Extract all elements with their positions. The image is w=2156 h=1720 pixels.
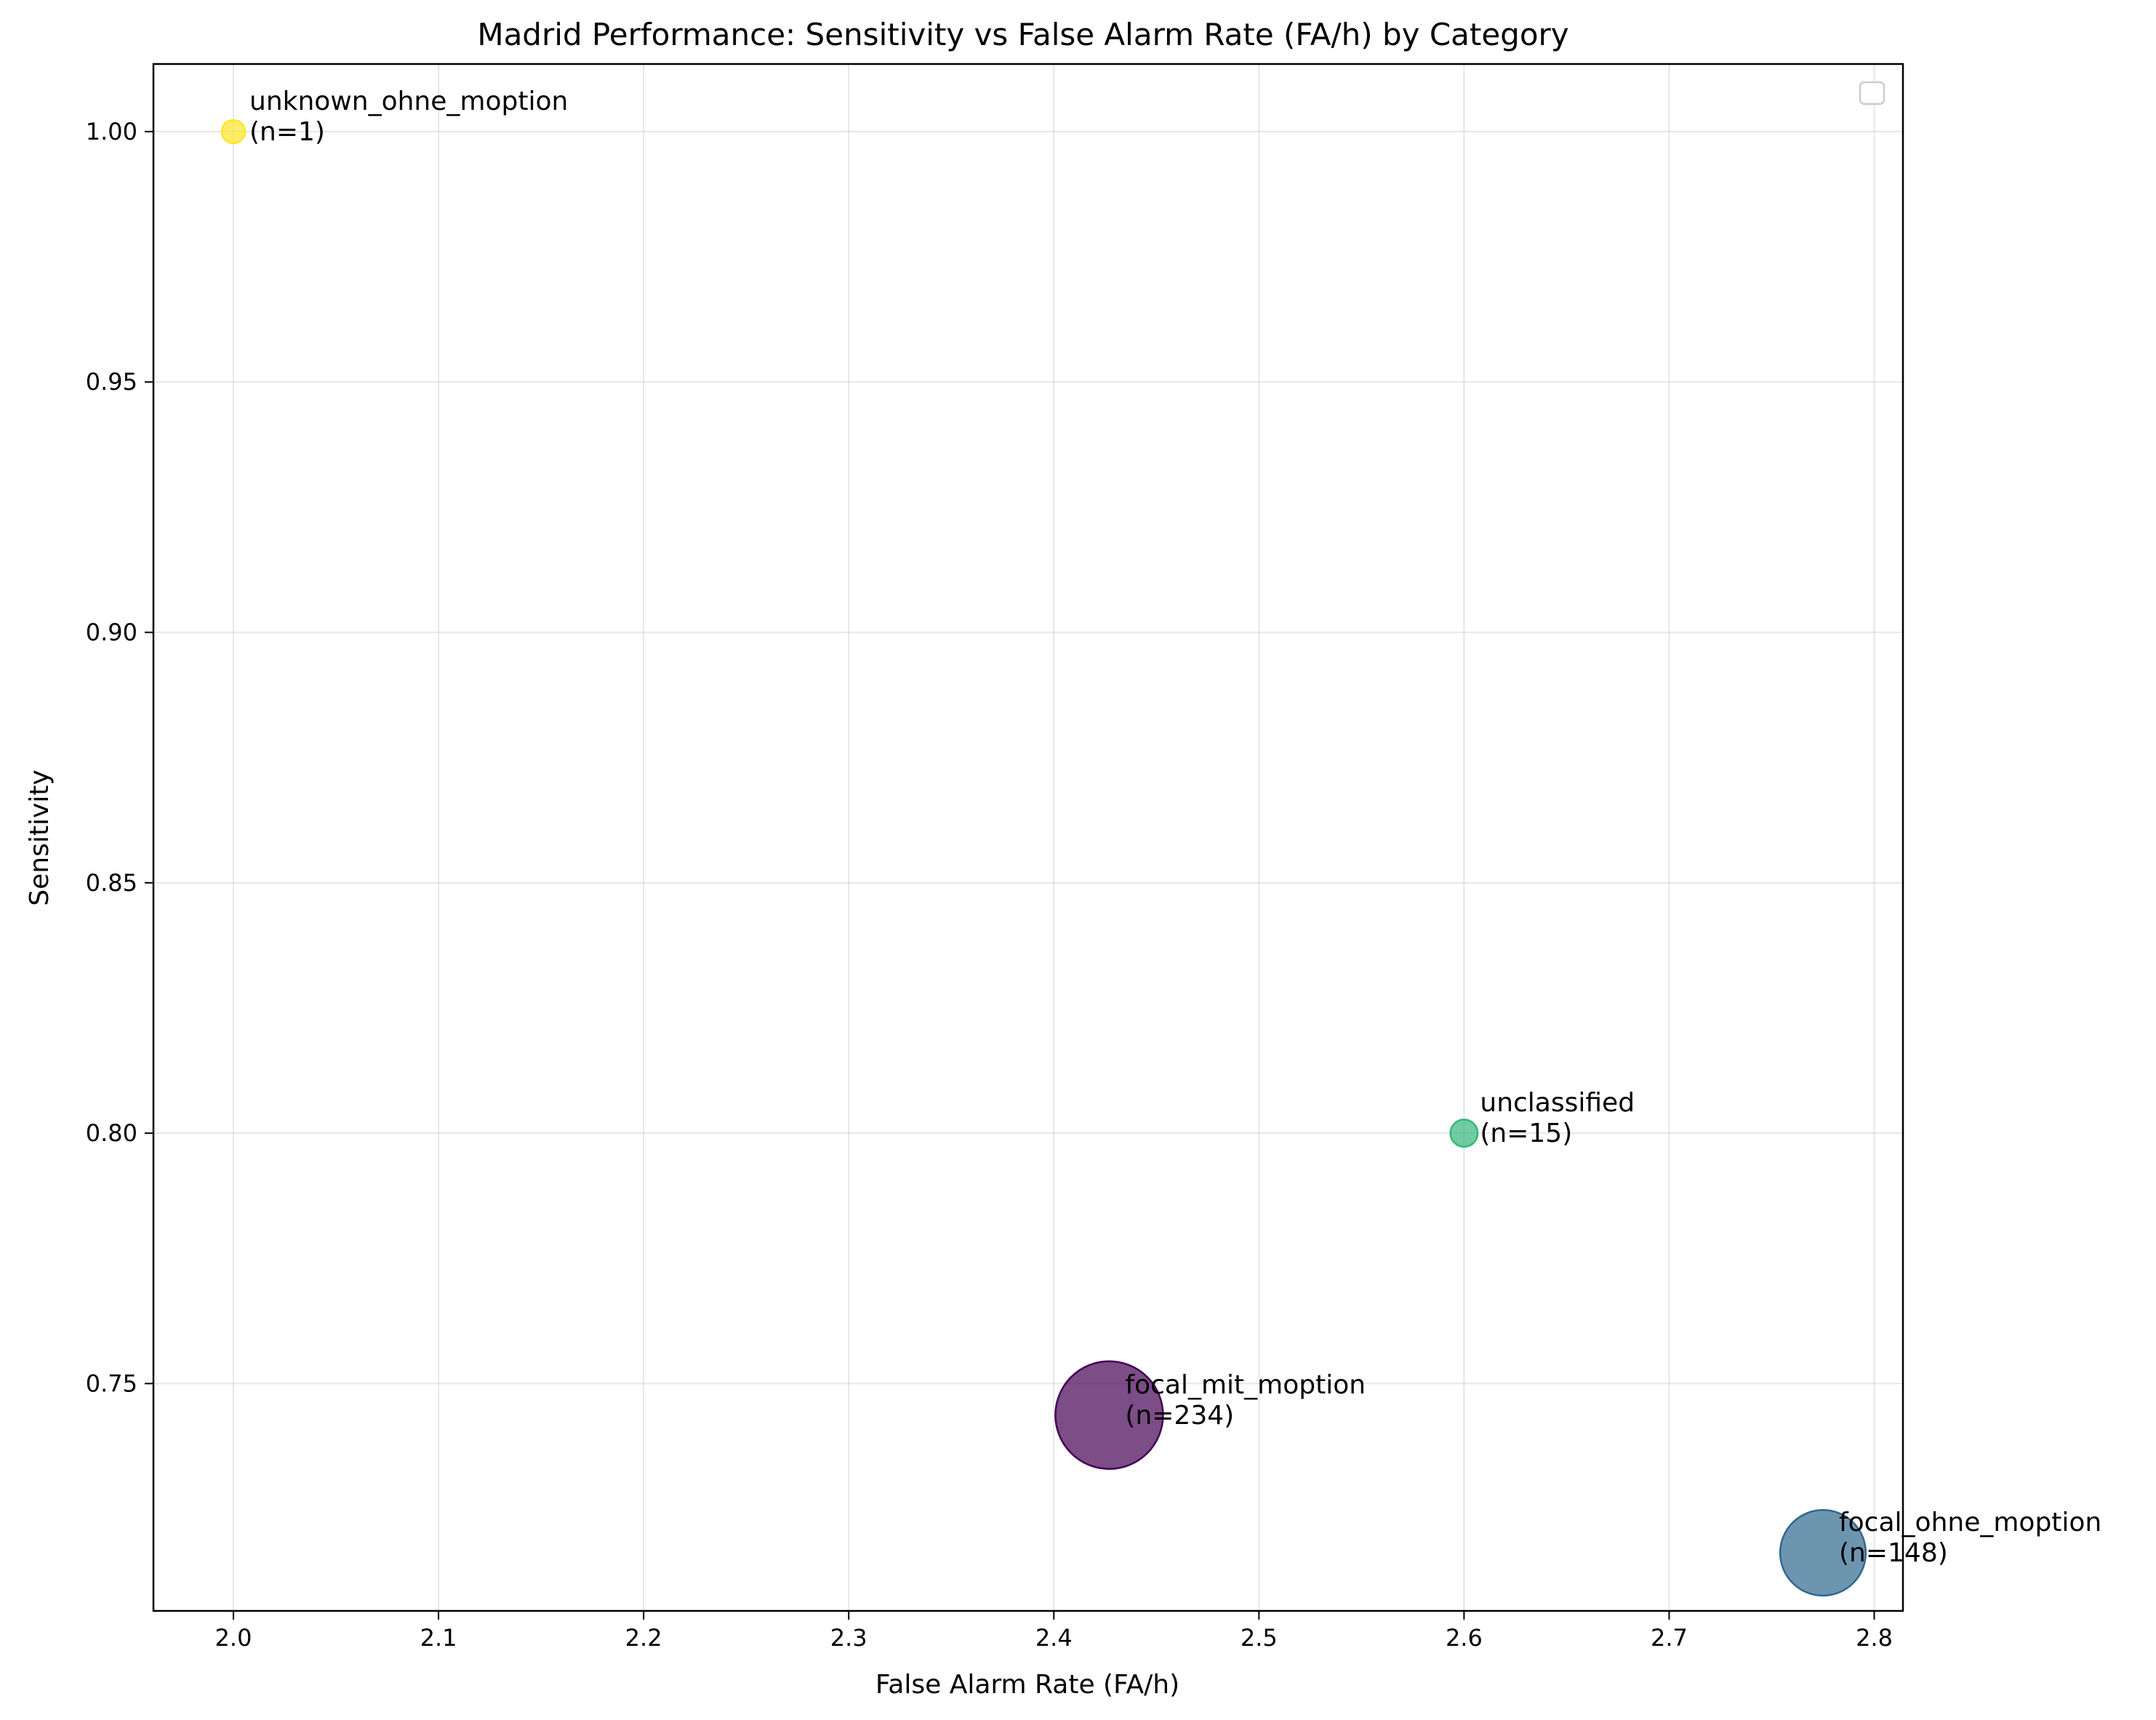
legend-box: [1859, 81, 1886, 105]
x-tick-label: 2.7: [1651, 1624, 1688, 1652]
point-count-label: (n=148): [1839, 1538, 1948, 1568]
y-tick-label: 0.75: [86, 1369, 137, 1397]
point-category-label: unclassified: [1480, 1088, 1635, 1118]
chart-title: Madrid Performance: Sensitivity vs False…: [477, 17, 1568, 52]
y-tick-label: 0.95: [86, 368, 137, 396]
y-tick-label: 0.90: [86, 619, 137, 647]
x-tick-label: 2.5: [1241, 1624, 1278, 1652]
point-category-label: unknown_ohne_moption: [249, 87, 568, 116]
data-points: [220, 119, 1867, 1597]
x-axis-label: False Alarm Rate (FA/h): [875, 1670, 1179, 1700]
y-axis-ticks: 0.75 0.80 0.85 0.90 0.95 1.00: [86, 118, 153, 1397]
x-tick-label: 2.0: [215, 1624, 252, 1652]
x-tick-label: 2.3: [830, 1624, 867, 1652]
point-count-label: (n=15): [1480, 1119, 1572, 1148]
y-axis-label: Sensitivity: [25, 769, 55, 905]
x-axis-ticks: 2.0 2.1 2.2 2.3 2.4 2.5 2.6 2.7 2.8: [215, 1611, 1893, 1652]
point-focal-mit-moption: [1054, 1360, 1164, 1471]
x-tick-label: 2.1: [420, 1624, 457, 1652]
point-focal-ohne-moption: [1779, 1509, 1867, 1597]
x-tick-label: 2.8: [1856, 1624, 1893, 1652]
point-unknown-ohne-moption: [220, 119, 247, 145]
point-unclassified: [1449, 1119, 1479, 1148]
plot-frame: [152, 63, 1904, 1612]
grid-lines: [153, 64, 1903, 1611]
y-tick-label: 0.80: [86, 1119, 137, 1147]
point-category-label: focal_mit_moption: [1125, 1370, 1366, 1400]
x-tick-label: 2.2: [625, 1624, 662, 1652]
y-tick-label: 1.00: [86, 118, 137, 145]
point-count-label: (n=234): [1125, 1401, 1234, 1431]
x-tick-label: 2.4: [1035, 1624, 1073, 1652]
y-tick-label: 0.85: [86, 869, 137, 897]
point-annotations: unknown_ohne_moption(n=1)unclassified(n=…: [249, 87, 2101, 1568]
point-category-label: focal_ohne_moption: [1839, 1508, 2101, 1537]
x-tick-label: 2.6: [1446, 1624, 1483, 1652]
point-count-label: (n=1): [249, 117, 325, 147]
